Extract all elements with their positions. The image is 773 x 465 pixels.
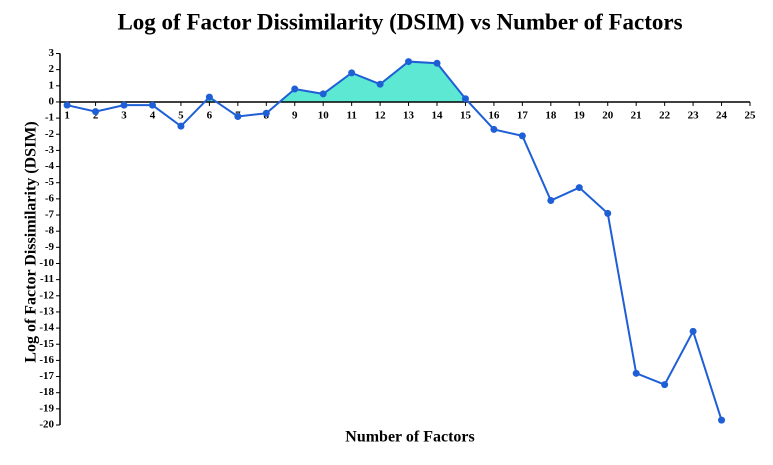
point — [92, 108, 100, 116]
y-tick-label: -7 — [45, 209, 55, 221]
point — [262, 109, 270, 117]
y-tick-label: -2 — [45, 128, 55, 140]
x-tick-label: 14 — [432, 109, 444, 121]
point — [319, 90, 327, 98]
x-tick-label: 10 — [318, 109, 330, 121]
point — [120, 101, 128, 109]
x-tick-label: 6 — [207, 109, 213, 121]
point — [518, 132, 526, 140]
y-tick-label: -11 — [40, 273, 54, 285]
y-axis-label: Log of Factor Dissimilarity (DSIM) — [23, 121, 40, 362]
x-tick-label: 17 — [517, 109, 529, 121]
y-tick-label: -20 — [39, 419, 54, 431]
x-tick-label: 12 — [375, 109, 387, 121]
y-tick-label: -19 — [39, 402, 54, 414]
point — [575, 184, 583, 192]
y-tick-label: -5 — [45, 176, 55, 188]
x-tick-label: 22 — [659, 109, 671, 121]
point — [348, 69, 356, 77]
y-tick-label: -14 — [39, 322, 54, 334]
x-tick-label: 13 — [403, 109, 415, 121]
x-tick-label: 19 — [574, 109, 586, 121]
point — [63, 101, 71, 109]
point — [376, 80, 384, 88]
y-tick-label: -1 — [45, 112, 54, 124]
point — [547, 196, 555, 204]
point — [461, 95, 469, 103]
y-tick-label: -10 — [39, 257, 54, 269]
x-tick-label: 1 — [64, 109, 70, 121]
point — [632, 369, 640, 377]
y-tick-label: -18 — [39, 386, 54, 398]
point — [234, 112, 242, 120]
x-tick-label: 23 — [688, 109, 700, 121]
x-tick-label: 16 — [488, 109, 500, 121]
point — [148, 101, 156, 109]
point — [689, 327, 697, 335]
x-tick-label: 25 — [745, 109, 757, 121]
y-tick-label: -8 — [45, 225, 55, 237]
point — [177, 122, 185, 130]
y-tick-label: -17 — [39, 370, 54, 382]
x-tick-label: 2 — [93, 109, 99, 121]
x-tick-label: 21 — [631, 109, 642, 121]
x-tick-label: 9 — [292, 109, 298, 121]
chart-title: Log of Factor Dissimilarity (DSIM) vs Nu… — [117, 9, 682, 34]
y-tick-label: -16 — [39, 354, 54, 366]
x-tick-label: 3 — [121, 109, 127, 121]
y-tick-label: -6 — [45, 192, 55, 204]
y-tick-label: 3 — [49, 47, 55, 59]
y-tick-label: -9 — [45, 241, 55, 253]
x-tick-label: 24 — [716, 109, 728, 121]
y-tick-label: -4 — [45, 160, 55, 172]
x-tick-label: 4 — [150, 109, 156, 121]
point — [205, 93, 213, 101]
y-tick-label: 0 — [49, 95, 55, 107]
series-line — [66, 60, 723, 421]
point — [405, 58, 413, 66]
x-tick-label: 11 — [346, 109, 356, 121]
x-tick-label: 5 — [178, 109, 184, 121]
point — [291, 85, 299, 93]
y-tick-label: -13 — [39, 305, 54, 317]
point — [433, 59, 441, 67]
x-tick-label: 20 — [602, 109, 614, 121]
point — [490, 125, 498, 133]
x-tick-label: 18 — [545, 109, 557, 121]
positive-area — [204, 61, 469, 102]
point — [604, 209, 612, 217]
y-tick-label: 1 — [49, 79, 55, 91]
x-tick-label: 15 — [460, 109, 472, 121]
y-tick-label: -15 — [39, 338, 54, 350]
x-axis-label: Number of Factors — [345, 429, 474, 446]
point — [661, 381, 669, 389]
y-tick-label: 2 — [49, 63, 55, 75]
y-tick-label: -12 — [39, 289, 54, 301]
y-tick-label: -3 — [45, 144, 55, 156]
point — [718, 416, 726, 424]
